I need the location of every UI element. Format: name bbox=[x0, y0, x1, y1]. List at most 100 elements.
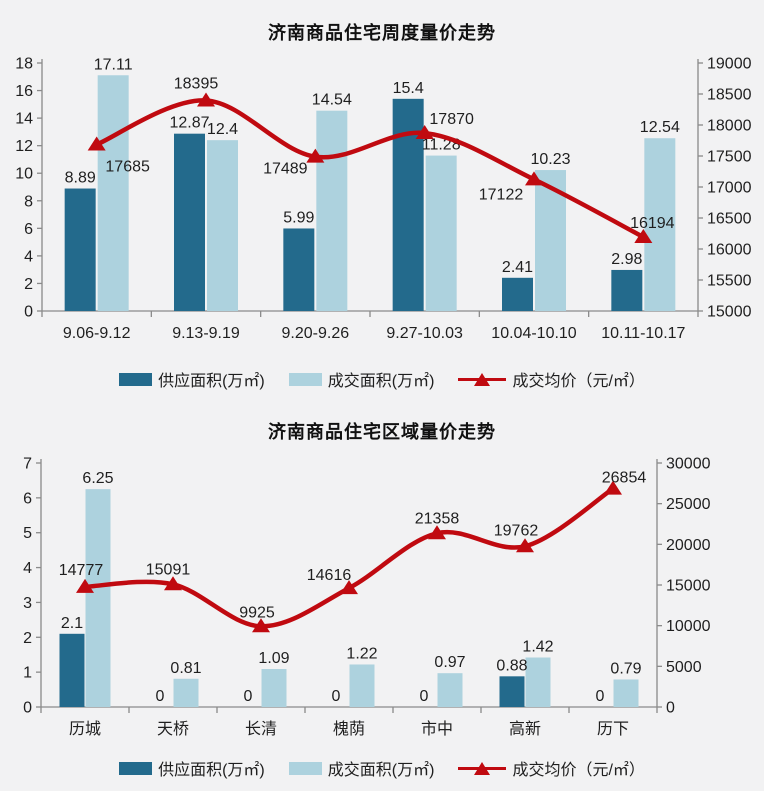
district-chart-legend: 供应面积(万㎡) 成交面积(万㎡) 成交均价（元/㎡） bbox=[0, 745, 764, 791]
supply-bar bbox=[611, 269, 643, 311]
right-tick-label: 19000 bbox=[707, 56, 752, 73]
supply-value-label: 15.4 bbox=[393, 80, 424, 97]
left-tick-label: 14 bbox=[15, 111, 33, 128]
left-tick-label: 8 bbox=[24, 193, 33, 210]
x-category-label: 槐荫 bbox=[333, 720, 365, 738]
supply-bar bbox=[174, 133, 205, 311]
x-category-label: 高新 bbox=[509, 720, 541, 738]
left-tick-label: 3 bbox=[23, 595, 32, 612]
x-category-label: 9.13-9.19 bbox=[172, 325, 240, 342]
price-value-label: 15091 bbox=[146, 561, 191, 578]
legend-item-supply-area: 供应面积(万㎡) bbox=[119, 367, 265, 391]
legend-label: 成交面积(万㎡) bbox=[327, 762, 435, 779]
deal-bar bbox=[437, 673, 463, 707]
deal-value-label: 10.23 bbox=[530, 151, 570, 168]
deal-area-swatch bbox=[288, 761, 322, 775]
price-marker-triangle bbox=[428, 525, 446, 540]
supply-value-label: 2.1 bbox=[61, 615, 83, 632]
price-value-label: 17489 bbox=[263, 161, 308, 178]
left-tick-label: 0 bbox=[24, 304, 33, 321]
x-category-label: 历城 bbox=[69, 720, 101, 738]
legend-item-supply-area: 供应面积(万㎡) bbox=[119, 756, 265, 780]
price-value-label: 19762 bbox=[494, 522, 539, 539]
left-tick-label: 0 bbox=[23, 700, 32, 717]
right-tick-label: 15000 bbox=[707, 304, 752, 321]
deal-bar bbox=[261, 669, 287, 707]
deal-bar bbox=[425, 155, 457, 311]
x-category-label: 10.11-10.17 bbox=[601, 325, 685, 342]
legend-label: 成交均价（元/㎡） bbox=[512, 762, 645, 779]
price-value-label: 14777 bbox=[59, 562, 104, 579]
supply-value-label: 12.87 bbox=[169, 115, 209, 132]
right-tick-label: 18500 bbox=[707, 87, 752, 104]
deal-value-label: 14.54 bbox=[312, 92, 352, 109]
deal-bar bbox=[525, 657, 551, 707]
right-tick-label: 15500 bbox=[707, 273, 752, 290]
supply-value-label: 0 bbox=[332, 688, 341, 705]
supply-value-label: 0 bbox=[420, 688, 429, 705]
left-tick-label: 5 bbox=[23, 525, 32, 542]
right-tick-label: 0 bbox=[666, 700, 675, 717]
right-tick-label: 17000 bbox=[707, 180, 752, 197]
deal-value-label: 17.11 bbox=[94, 56, 133, 73]
district-chart-title: 济南商品住宅区域量价走势 bbox=[268, 422, 496, 442]
price-marker-triangle bbox=[634, 228, 653, 243]
left-tick-label: 4 bbox=[23, 560, 32, 577]
weekly-chart-title: 济南商品住宅周度量价走势 bbox=[268, 23, 496, 43]
x-category-label: 长清 bbox=[245, 720, 277, 738]
x-category-label: 9.06-9.12 bbox=[63, 325, 131, 342]
supply-bar bbox=[499, 676, 525, 707]
price-marker-triangle bbox=[87, 136, 106, 151]
right-tick-label: 17500 bbox=[707, 149, 752, 166]
price-value-label: 16194 bbox=[630, 215, 675, 232]
price-marker-triangle bbox=[415, 125, 434, 140]
price-value-label: 17122 bbox=[479, 186, 524, 203]
supply-value-label: 0 bbox=[156, 688, 165, 705]
deal-value-label: 6.25 bbox=[82, 470, 113, 487]
price-line bbox=[94, 98, 646, 240]
deal-value-label: 12.4 bbox=[207, 121, 238, 138]
right-tick-label: 30000 bbox=[666, 456, 711, 473]
price-value-label: 21358 bbox=[415, 510, 460, 527]
price-line-swatch bbox=[458, 372, 507, 387]
right-tick-label: 18000 bbox=[707, 118, 752, 135]
weekly-chart-legend: 供应面积(万㎡) 成交面积(万㎡) 成交均价（元/㎡） bbox=[0, 353, 764, 405]
left-tick-label: 6 bbox=[24, 221, 33, 238]
supply-value-label: 5.99 bbox=[283, 209, 314, 226]
triangle-marker-icon bbox=[474, 761, 491, 775]
deal-value-label: 1.22 bbox=[346, 645, 377, 662]
price-value-label: 14616 bbox=[307, 567, 352, 584]
price-line bbox=[82, 486, 616, 629]
left-tick-label: 7 bbox=[23, 456, 32, 473]
legend-item-avg-price: 成交均价（元/㎡） bbox=[458, 367, 645, 391]
deal-value-label: 1.42 bbox=[522, 639, 553, 656]
deal-bar bbox=[173, 678, 199, 707]
right-tick-label: 5000 bbox=[666, 659, 702, 676]
legend-item-deal-area: 成交面积(万㎡) bbox=[288, 367, 434, 391]
x-category-label: 9.20-9.26 bbox=[282, 325, 350, 342]
supply-value-label: 8.89 bbox=[65, 170, 96, 187]
price-marker-triangle bbox=[76, 578, 94, 593]
price-marker-triangle bbox=[197, 92, 215, 107]
price-value-label: 17685 bbox=[105, 159, 150, 176]
supply-value-label: 0 bbox=[244, 688, 253, 705]
left-tick-label: 6 bbox=[23, 490, 32, 507]
deal-bar bbox=[97, 75, 129, 311]
left-tick-label: 2 bbox=[24, 276, 33, 293]
supply-bar bbox=[283, 228, 315, 311]
price-marker-triangle bbox=[306, 148, 325, 163]
legend-label: 成交均价（元/㎡） bbox=[512, 373, 645, 390]
deal-bar bbox=[207, 140, 238, 311]
deal-value-label: 0.97 bbox=[434, 654, 465, 671]
legend-label: 供应面积(万㎡) bbox=[158, 373, 265, 390]
x-category-label: 历下 bbox=[597, 721, 629, 738]
supply-area-swatch bbox=[119, 761, 153, 775]
weekly-chart-canvas: 0 2 4 6 8 10 12 14 16 18 15000 15500 16000 16500 17000… bbox=[15, 56, 752, 343]
x-category-label: 9.27-10.03 bbox=[386, 325, 463, 342]
deal-value-label: 0.79 bbox=[610, 660, 641, 677]
x-category-label: 天桥 bbox=[157, 720, 189, 738]
left-tick-label: 1 bbox=[23, 665, 32, 682]
price-marker-triangle bbox=[525, 171, 543, 186]
deal-area-swatch bbox=[288, 372, 322, 386]
left-tick-label: 4 bbox=[24, 248, 33, 265]
